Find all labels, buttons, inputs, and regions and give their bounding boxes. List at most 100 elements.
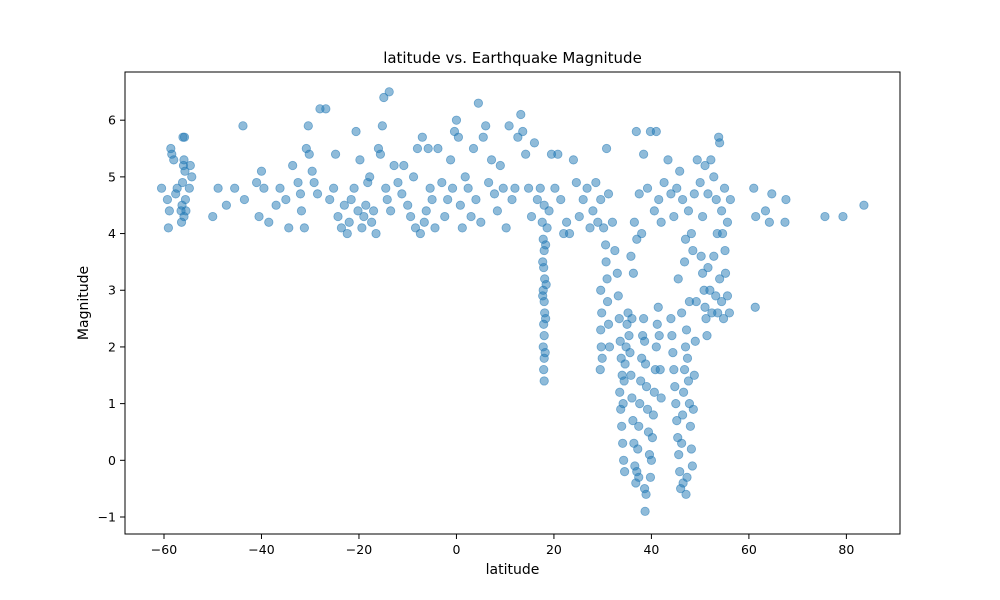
data-point xyxy=(670,382,680,392)
data-point xyxy=(492,206,502,216)
data-point xyxy=(725,194,735,205)
data-point xyxy=(457,223,467,233)
data-point xyxy=(304,149,314,159)
data-point xyxy=(652,319,662,329)
data-point xyxy=(501,223,511,233)
data-point xyxy=(649,387,659,397)
data-point xyxy=(539,365,549,375)
data-point xyxy=(682,353,693,363)
data-point xyxy=(476,217,486,227)
data-point xyxy=(715,138,725,148)
data-point xyxy=(585,223,595,233)
data-point xyxy=(367,217,377,227)
data-point xyxy=(593,217,603,227)
data-point xyxy=(620,467,630,477)
data-point xyxy=(230,183,240,193)
data-point xyxy=(582,183,592,193)
data-point xyxy=(163,223,173,233)
data-point xyxy=(254,211,264,222)
data-point xyxy=(619,376,629,386)
data-point xyxy=(443,194,453,205)
data-point xyxy=(679,257,690,267)
data-point xyxy=(647,433,657,443)
data-point xyxy=(238,121,248,131)
data-point xyxy=(685,421,696,431)
data-point xyxy=(284,223,294,233)
data-point xyxy=(686,228,696,239)
data-point xyxy=(357,223,367,233)
data-point xyxy=(639,336,650,346)
x-tick-label: 0 xyxy=(452,542,460,557)
data-point xyxy=(715,274,725,284)
data-point xyxy=(275,183,285,193)
data-point xyxy=(659,177,669,188)
data-point xyxy=(618,438,628,448)
data-point xyxy=(239,194,250,205)
data-point xyxy=(495,160,505,171)
y-tick-label: 1 xyxy=(108,396,116,411)
data-point xyxy=(684,296,695,307)
data-point xyxy=(633,444,643,454)
data-point xyxy=(711,291,721,301)
data-point xyxy=(604,342,615,352)
data-point xyxy=(333,211,343,222)
data-point xyxy=(601,257,611,267)
data-point xyxy=(767,189,777,199)
data-point xyxy=(179,132,190,142)
data-point xyxy=(162,194,173,205)
data-point xyxy=(697,211,708,222)
data-point xyxy=(689,189,699,199)
data-point xyxy=(578,194,588,205)
data-point xyxy=(421,206,431,216)
data-point xyxy=(518,126,528,137)
data-point xyxy=(631,126,641,137)
data-point xyxy=(351,126,361,137)
data-point xyxy=(339,200,349,210)
data-point xyxy=(185,160,195,171)
data-point xyxy=(600,240,611,250)
data-point xyxy=(164,206,174,216)
data-point xyxy=(539,330,549,341)
data-point xyxy=(510,183,520,193)
data-point xyxy=(678,410,688,420)
data-point xyxy=(700,160,710,171)
data-point xyxy=(681,325,692,335)
data-point xyxy=(471,194,481,205)
data-point xyxy=(682,472,692,482)
data-point xyxy=(425,183,435,193)
data-point xyxy=(624,330,634,341)
data-point xyxy=(686,444,696,454)
data-point xyxy=(359,211,369,222)
data-point xyxy=(709,172,719,182)
data-point xyxy=(651,126,661,137)
data-point xyxy=(180,166,190,176)
data-point xyxy=(675,467,685,477)
data-point xyxy=(596,325,606,335)
data-point xyxy=(781,194,791,205)
data-point xyxy=(646,455,657,465)
data-point xyxy=(556,194,566,205)
data-point xyxy=(349,183,359,193)
data-point xyxy=(393,177,403,188)
data-point xyxy=(666,313,676,324)
data-point xyxy=(724,308,735,318)
data-point xyxy=(713,308,723,318)
data-point xyxy=(415,228,425,239)
data-point xyxy=(346,194,356,205)
data-point xyxy=(635,399,645,409)
data-point xyxy=(687,461,697,471)
data-point xyxy=(309,177,319,188)
data-point xyxy=(408,172,419,182)
data-point xyxy=(653,302,663,312)
data-point xyxy=(645,472,656,482)
x-tick-label: −60 xyxy=(151,542,177,557)
data-point xyxy=(642,404,653,414)
data-point xyxy=(637,228,647,239)
data-point xyxy=(680,234,691,244)
y-tick-label: 2 xyxy=(108,339,116,354)
data-point xyxy=(639,149,649,159)
data-point xyxy=(325,194,335,205)
x-tick-label: 40 xyxy=(643,542,659,557)
data-point xyxy=(668,347,678,358)
